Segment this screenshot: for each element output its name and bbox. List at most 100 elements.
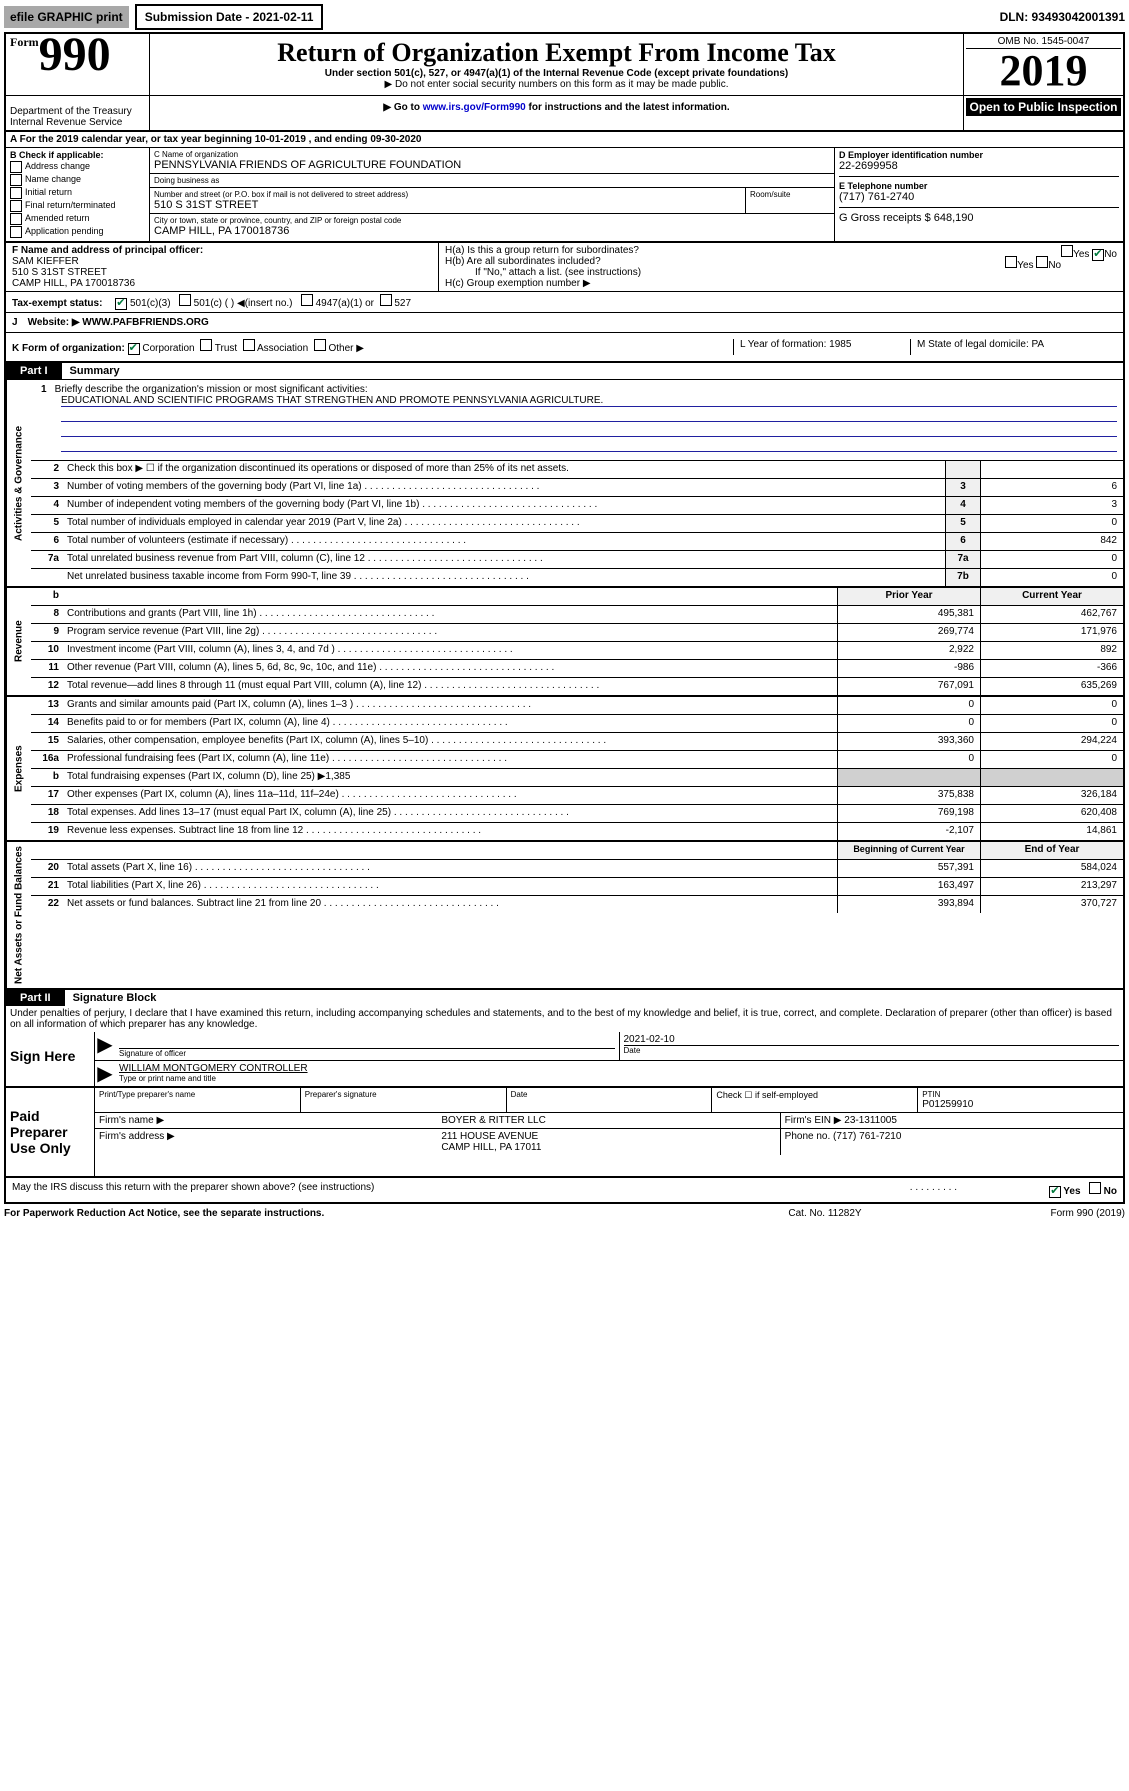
firm-ein: 23-1311005 bbox=[844, 1115, 897, 1126]
sig-date-label: Date bbox=[624, 1045, 1120, 1055]
table-row: 3 Number of voting members of the govern… bbox=[31, 479, 1123, 497]
paid-preparer-block: Paid Preparer Use Only Print/Type prepar… bbox=[4, 1088, 1125, 1178]
dept-treasury: Department of the Treasury bbox=[10, 106, 145, 117]
table-row: 14 Benefits paid to or for members (Part… bbox=[31, 715, 1123, 733]
firm-addr: 211 HOUSE AVENUE bbox=[441, 1131, 775, 1142]
website-row: J Website: ▶ WWW.PAFBFRIENDS.ORG bbox=[4, 313, 1125, 333]
ein-label: D Employer identification number bbox=[839, 150, 1119, 160]
table-row: 21 Total liabilities (Part X, line 26) 1… bbox=[31, 878, 1123, 896]
form-header-row2: Department of the Treasury Internal Reve… bbox=[4, 95, 1125, 132]
checkbox-hb-yes[interactable] bbox=[1005, 256, 1017, 268]
checkbox-discuss-no[interactable] bbox=[1089, 1182, 1101, 1194]
box-c: C Name of organization PENNSYLVANIA FRIE… bbox=[150, 148, 834, 241]
table-row: 8 Contributions and grants (Part VIII, l… bbox=[31, 606, 1123, 624]
phone-label: E Telephone number bbox=[839, 181, 1119, 191]
table-row: 13 Grants and similar amounts paid (Part… bbox=[31, 697, 1123, 715]
inspection-cell: Open to Public Inspection bbox=[963, 96, 1123, 130]
signature-arrow-icon: ▶ bbox=[95, 1032, 115, 1060]
checkbox-hb-no[interactable] bbox=[1036, 256, 1048, 268]
box-b-header: B Check if applicable: bbox=[10, 150, 145, 160]
checkbox-trust[interactable] bbox=[200, 339, 212, 351]
begin-year-header: Beginning of Current Year bbox=[837, 842, 980, 859]
hc-label: H(c) Group exemption number ▶ bbox=[445, 278, 1117, 289]
omb-year-cell: OMB No. 1545-0047 2019 bbox=[963, 34, 1123, 95]
goto-cell: ▶ Go to www.irs.gov/Form990 for instruct… bbox=[150, 96, 963, 130]
table-row: 9 Program service revenue (Part VIII, li… bbox=[31, 624, 1123, 642]
table-row: 2 Check this box ▶ ☐ if the organization… bbox=[31, 461, 1123, 479]
part1-header: Part I Summary bbox=[4, 363, 1125, 379]
checkbox-ha-no[interactable] bbox=[1092, 249, 1104, 261]
checkbox-initial-return[interactable] bbox=[10, 187, 22, 199]
firm-name: BOYER & RITTER LLC bbox=[437, 1113, 779, 1128]
form-note-ssn: ▶ Do not enter social security numbers o… bbox=[154, 79, 959, 90]
checkbox-501c3[interactable] bbox=[115, 298, 127, 310]
officer-addr1: 510 S 31ST STREET bbox=[12, 267, 432, 278]
phone-value: (717) 761-2740 bbox=[839, 191, 1119, 203]
box-h: H(a) Is this a group return for subordin… bbox=[439, 243, 1123, 291]
form-number-cell: Form990 bbox=[6, 34, 150, 95]
ein-value: 22-2699958 bbox=[839, 160, 1119, 172]
street-value: 510 S 31ST STREET bbox=[154, 199, 741, 211]
part2-title: Signature Block bbox=[65, 990, 1123, 1006]
inspection-label: Open to Public Inspection bbox=[966, 98, 1121, 116]
checkbox-final-return[interactable] bbox=[10, 200, 22, 212]
checkbox-corp[interactable] bbox=[128, 343, 140, 355]
checkbox-address-change[interactable] bbox=[10, 161, 22, 173]
printed-name-label: Type or print name and title bbox=[119, 1074, 1119, 1083]
checkbox-amended[interactable] bbox=[10, 213, 22, 225]
checkbox-527[interactable] bbox=[380, 294, 392, 306]
current-year-header: Current Year bbox=[980, 588, 1123, 605]
checkbox-other[interactable] bbox=[314, 339, 326, 351]
form-subtitle: Under section 501(c), 527, or 4947(a)(1)… bbox=[154, 68, 959, 79]
sign-here-label: Sign Here bbox=[6, 1032, 95, 1086]
table-row: 22 Net assets or fund balances. Subtract… bbox=[31, 896, 1123, 913]
checkbox-discuss-yes[interactable] bbox=[1049, 1186, 1061, 1198]
checkbox-name-change[interactable] bbox=[10, 174, 22, 186]
checkbox-ha-yes[interactable] bbox=[1061, 245, 1073, 257]
goto-suffix: for instructions and the latest informat… bbox=[529, 102, 730, 113]
mission-text: EDUCATIONAL AND SCIENTIFIC PROGRAMS THAT… bbox=[61, 395, 1117, 407]
sig-officer-label: Signature of officer bbox=[119, 1048, 615, 1058]
tax-status-label: Tax-exempt status: bbox=[12, 298, 112, 309]
vtab-expenses: Expenses bbox=[6, 697, 31, 840]
officer-printed-name: WILLIAM MONTGOMERY CONTROLLER bbox=[119, 1063, 1119, 1074]
form-ref: Form 990 (2019) bbox=[925, 1208, 1125, 1219]
checkbox-assoc[interactable] bbox=[243, 339, 255, 351]
paperwork-notice: For Paperwork Reduction Act Notice, see … bbox=[4, 1208, 725, 1219]
form-of-org-row: K Form of organization: Corporation Trus… bbox=[4, 333, 1125, 363]
checkbox-501c[interactable] bbox=[179, 294, 191, 306]
paid-preparer-label: Paid Preparer Use Only bbox=[6, 1088, 95, 1176]
dept-irs: Internal Revenue Service bbox=[10, 117, 145, 128]
goto-link[interactable]: www.irs.gov/Form990 bbox=[423, 102, 526, 113]
expenses-section: Expenses 13 Grants and similar amounts p… bbox=[4, 697, 1125, 842]
tax-year: 2019 bbox=[966, 49, 1121, 93]
checkbox-4947[interactable] bbox=[301, 294, 313, 306]
form-title-cell: Return of Organization Exempt From Incom… bbox=[150, 34, 963, 95]
k-label: K Form of organization: bbox=[12, 343, 125, 354]
form-header: Form990 Return of Organization Exempt Fr… bbox=[4, 32, 1125, 95]
table-row: 5 Total number of individuals employed i… bbox=[31, 515, 1123, 533]
ptin-value: P01259910 bbox=[922, 1099, 1119, 1110]
tax-period-row: A For the 2019 calendar year, or tax yea… bbox=[4, 132, 1125, 147]
prior-year-header: Prior Year bbox=[837, 588, 980, 605]
officer-label: F Name and address of principal officer: bbox=[12, 245, 432, 256]
revenue-section: Revenue b Prior Year Current Year 8 Cont… bbox=[4, 588, 1125, 697]
vtab-governance: Activities & Governance bbox=[6, 380, 31, 586]
checkbox-app-pending[interactable] bbox=[10, 226, 22, 238]
form-number: 990 bbox=[39, 28, 111, 81]
table-row: 17 Other expenses (Part IX, column (A), … bbox=[31, 787, 1123, 805]
table-row: 15 Salaries, other compensation, employe… bbox=[31, 733, 1123, 751]
ha-label: H(a) Is this a group return for subordin… bbox=[445, 245, 639, 256]
table-row: 11 Other revenue (Part VIII, column (A),… bbox=[31, 660, 1123, 678]
page-footer: For Paperwork Reduction Act Notice, see … bbox=[4, 1204, 1125, 1223]
table-row: 6 Total number of volunteers (estimate i… bbox=[31, 533, 1123, 551]
table-row: 18 Total expenses. Add lines 13–17 (must… bbox=[31, 805, 1123, 823]
table-row: 16a Professional fundraising fees (Part … bbox=[31, 751, 1123, 769]
state-domicile: M State of legal domicile: PA bbox=[910, 339, 1117, 355]
mission-label: Briefly describe the organization's miss… bbox=[55, 384, 368, 395]
vtab-revenue: Revenue bbox=[6, 588, 31, 695]
gross-receipts: G Gross receipts $ 648,190 bbox=[839, 212, 1119, 224]
room-label: Room/suite bbox=[750, 190, 830, 199]
name-arrow-icon: ▶ bbox=[95, 1061, 115, 1086]
officer-addr2: CAMP HILL, PA 170018736 bbox=[12, 278, 432, 289]
